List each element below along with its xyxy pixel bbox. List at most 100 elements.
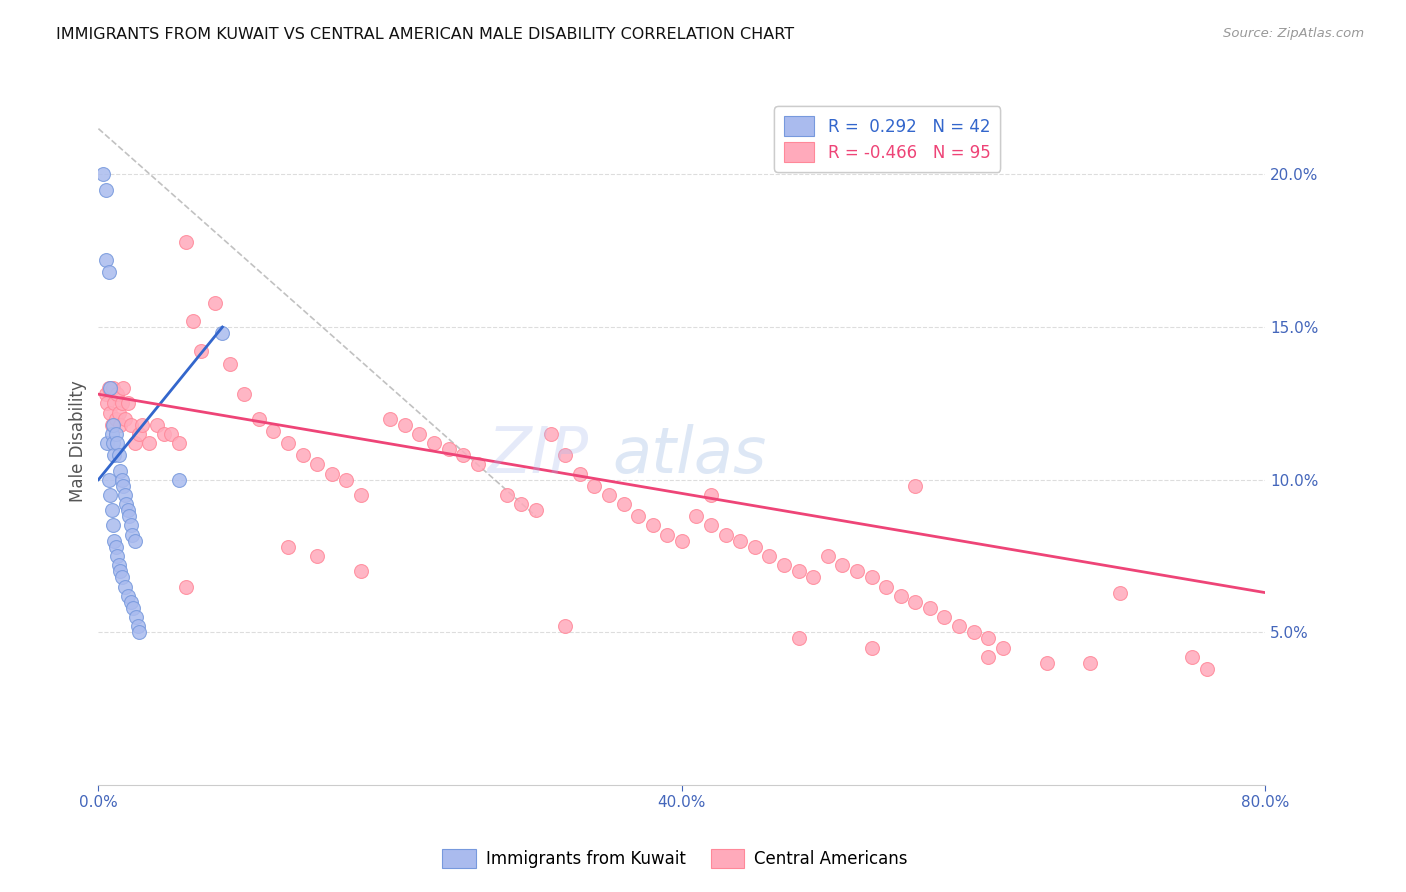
Point xyxy=(904,479,927,493)
Point xyxy=(104,411,127,425)
Point xyxy=(831,558,853,573)
Point xyxy=(467,458,489,472)
Point xyxy=(131,417,153,432)
Point xyxy=(111,396,134,410)
Point xyxy=(104,540,127,554)
Point xyxy=(112,479,135,493)
Point xyxy=(758,549,780,563)
Point xyxy=(977,649,1000,664)
Point xyxy=(128,426,150,441)
Point xyxy=(115,497,138,511)
Point xyxy=(524,503,547,517)
Point xyxy=(103,396,125,410)
Point xyxy=(291,448,314,462)
Point xyxy=(1035,656,1057,670)
Point xyxy=(700,518,723,533)
Point xyxy=(125,610,148,624)
Point xyxy=(612,497,634,511)
Point xyxy=(728,533,751,548)
Point xyxy=(114,580,136,594)
Point xyxy=(121,527,143,541)
Point xyxy=(991,640,1014,655)
Point xyxy=(96,436,118,450)
Point xyxy=(1080,656,1102,670)
Point xyxy=(110,464,132,478)
Text: IMMIGRANTS FROM KUWAIT VS CENTRAL AMERICAN MALE DISABILITY CORRELATION CHART: IMMIGRANTS FROM KUWAIT VS CENTRAL AMERIC… xyxy=(56,27,794,42)
Point xyxy=(554,448,576,462)
Point xyxy=(110,564,132,578)
Text: ZIP: ZIP xyxy=(488,425,589,486)
Y-axis label: Male Disability: Male Disability xyxy=(69,381,87,502)
Point xyxy=(787,564,810,578)
Point xyxy=(105,549,128,563)
Point xyxy=(1108,585,1130,599)
Point xyxy=(714,527,737,541)
Point xyxy=(204,295,226,310)
Point xyxy=(583,479,606,493)
Point xyxy=(627,509,650,524)
Point xyxy=(96,396,118,410)
Point xyxy=(100,417,122,432)
Point xyxy=(817,549,839,563)
Point xyxy=(117,589,139,603)
Point xyxy=(307,458,329,472)
Point xyxy=(904,595,927,609)
Point xyxy=(94,252,117,267)
Point xyxy=(97,473,120,487)
Point xyxy=(671,533,693,548)
Point xyxy=(114,488,136,502)
Point xyxy=(948,619,970,633)
Point xyxy=(350,488,373,502)
Point xyxy=(657,527,679,541)
Point xyxy=(218,357,240,371)
Point xyxy=(247,411,270,425)
Point xyxy=(101,436,124,450)
Point xyxy=(1195,662,1218,676)
Point xyxy=(122,601,145,615)
Point xyxy=(98,405,121,419)
Point xyxy=(321,467,343,481)
Point xyxy=(124,533,146,548)
Point xyxy=(962,625,984,640)
Point xyxy=(801,570,824,584)
Point xyxy=(97,265,120,279)
Point xyxy=(120,595,142,609)
Point xyxy=(190,344,212,359)
Point xyxy=(146,417,169,432)
Point xyxy=(128,625,150,640)
Point xyxy=(101,417,124,432)
Point xyxy=(977,632,1000,646)
Text: atlas: atlas xyxy=(612,425,766,486)
Point xyxy=(153,426,176,441)
Legend: R =  0.292   N = 42, R = -0.466   N = 95: R = 0.292 N = 42, R = -0.466 N = 95 xyxy=(775,106,1000,171)
Point xyxy=(160,426,183,441)
Point xyxy=(105,436,128,450)
Point xyxy=(127,619,149,633)
Point xyxy=(94,183,117,197)
Point xyxy=(100,503,122,517)
Point xyxy=(408,426,430,441)
Point xyxy=(773,558,796,573)
Point xyxy=(378,411,402,425)
Point xyxy=(233,387,256,401)
Point xyxy=(105,387,128,401)
Point xyxy=(568,467,591,481)
Point xyxy=(124,436,146,450)
Point xyxy=(94,387,117,401)
Point xyxy=(104,426,127,441)
Point xyxy=(700,488,723,502)
Point xyxy=(114,411,136,425)
Point xyxy=(437,442,460,457)
Point xyxy=(117,503,139,517)
Point xyxy=(120,417,142,432)
Point xyxy=(307,549,329,563)
Point xyxy=(262,424,284,438)
Point xyxy=(101,381,124,395)
Point xyxy=(890,589,912,603)
Point xyxy=(110,417,132,432)
Point xyxy=(98,381,121,395)
Point xyxy=(108,448,131,462)
Point xyxy=(111,570,134,584)
Point xyxy=(211,326,233,341)
Point xyxy=(98,488,121,502)
